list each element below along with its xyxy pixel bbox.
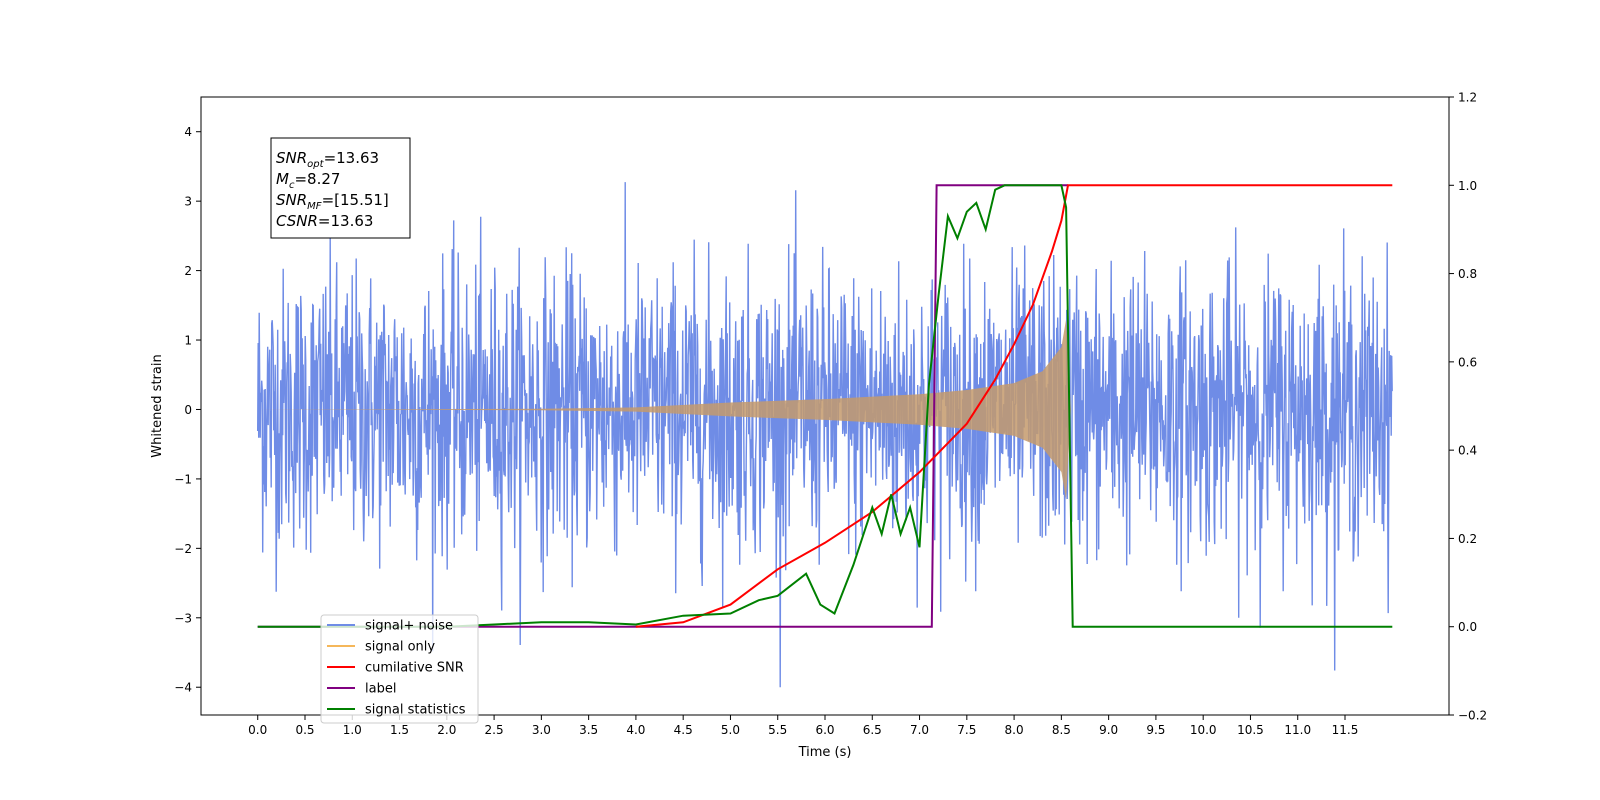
x-tick-label: 8.0 — [1005, 723, 1024, 737]
legend-label: signal only — [365, 640, 435, 655]
legend-label: cumilative SNR — [365, 661, 464, 676]
x-tick-label: 9.5 — [1146, 723, 1165, 737]
y-left-tick-label: −2 — [174, 542, 192, 556]
annotation-symbol: CSNR — [276, 212, 318, 230]
x-tick-label: 7.0 — [910, 723, 929, 737]
x-tick-label: 2.0 — [437, 723, 456, 737]
x-tick-label: 9.0 — [1099, 723, 1118, 737]
annotation-value: =13.63 — [324, 149, 380, 167]
y-right-tick-label: 0.2 — [1458, 532, 1477, 546]
annotation-frame — [270, 137, 411, 239]
annotation-line: SNRopt=13.63 — [276, 149, 379, 170]
annotation-subscript: c — [289, 180, 295, 191]
x-tick-label: 5.0 — [721, 723, 740, 737]
x-tick-label: 6.0 — [815, 723, 834, 737]
y-left-tick-label: 3 — [184, 195, 192, 209]
x-tick-label: 1.0 — [343, 723, 362, 737]
y-right-tick-label: 0.0 — [1458, 620, 1477, 634]
y-left-tick-label: 0 — [184, 403, 192, 417]
y-right-tick-label: 0.8 — [1458, 267, 1477, 281]
y-left-tick-label: 2 — [184, 264, 192, 278]
x-tick-label: 4.0 — [626, 723, 645, 737]
x-tick-label: 10.5 — [1237, 723, 1264, 737]
legend: signal+ noise signal only cumilative SNR la… — [320, 614, 479, 724]
annotation-subscript: opt — [307, 159, 324, 170]
x-tick-label: 8.5 — [1052, 723, 1071, 737]
x-tick-label: 2.5 — [485, 723, 504, 737]
annotation-value: =13.63 — [318, 212, 374, 230]
x-tick-label: 0.0 — [248, 723, 267, 737]
x-tick-label: 11.0 — [1284, 723, 1311, 737]
legend-label: signal+ noise — [365, 619, 453, 634]
annotation-line: CSNR=13.63 — [276, 212, 373, 230]
annotation-value: =[15.51] — [322, 191, 389, 209]
y-left-tick-label: −4 — [174, 681, 192, 695]
y-right-tick-label: 0.6 — [1458, 355, 1477, 369]
series-layer — [257, 182, 1393, 688]
annotation-symbol: SNR — [276, 191, 307, 209]
x-tick-label: 5.5 — [768, 723, 787, 737]
annotation-symbol: SNR — [276, 149, 307, 167]
y-right-tick-label: 1.2 — [1458, 91, 1477, 105]
annotation-symbol: M — [276, 170, 289, 188]
y-right-tick-label: −0.2 — [1458, 709, 1487, 723]
legend-label: label — [365, 682, 396, 697]
x-axis: 0.0 0.5 1.0 1.5 2.0 2.5 3.0 3.5 4.0 4.5 5.0 5.5 6.0 6… — [248, 715, 1358, 737]
annotation-value: =8.27 — [294, 170, 340, 188]
series-signal-only — [257, 319, 1393, 500]
x-tick-label: 3.5 — [579, 723, 598, 737]
y-left-tick-label: −1 — [174, 472, 192, 486]
annotation-box: SNRopt=13.63Mc=8.27SNRMF=[15.51]CSNR=13.… — [270, 137, 411, 239]
annotation-line: SNRMF=[15.51] — [276, 191, 389, 212]
legend-frame — [320, 614, 479, 724]
legend-label: signal statistics — [365, 703, 466, 718]
y-right-tick-label: 1.0 — [1458, 179, 1477, 193]
annotation-line: Mc=8.27 — [276, 170, 340, 191]
x-tick-label: 6.5 — [863, 723, 882, 737]
x-tick-label: 4.5 — [674, 723, 693, 737]
y-left-tick-label: −3 — [174, 611, 192, 625]
y-axis-label: Whitened strain — [150, 354, 165, 457]
y-right-tick-label: 0.4 — [1458, 444, 1477, 458]
x-tick-label: 1.5 — [390, 723, 409, 737]
y-axis-left: 4 3 2 1 0 −1 −2 −3 −4 — [174, 125, 201, 695]
x-tick-label: 10.0 — [1190, 723, 1217, 737]
series-signal-noise — [257, 182, 1393, 688]
x-tick-label: 7.5 — [957, 723, 976, 737]
x-tick-label: 3.0 — [532, 723, 551, 737]
y-axis-right: 1.2 1.0 0.8 0.6 0.4 0.2 0.0 −0.2 — [1449, 91, 1487, 723]
series-signal-statistics — [257, 184, 1393, 628]
x-axis-label: Time (s) — [798, 745, 852, 760]
x-tick-label: 11.5 — [1332, 723, 1359, 737]
annotation-subscript: MF — [307, 201, 322, 212]
x-tick-label: 0.5 — [295, 723, 314, 737]
y-left-tick-label: 4 — [184, 125, 192, 139]
y-left-tick-label: 1 — [184, 334, 192, 348]
